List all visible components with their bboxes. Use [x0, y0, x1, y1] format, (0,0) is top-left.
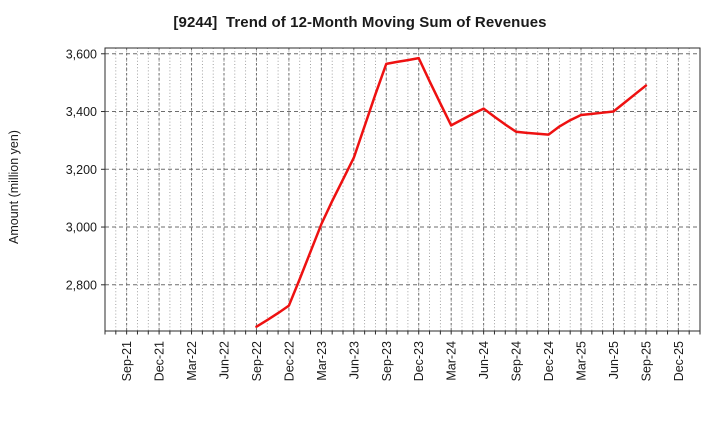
y-tick-labels: 2,800 3,000 3,200 3,400 3,600 — [66, 47, 97, 292]
minor-gridlines — [104, 48, 701, 331]
axis-ticks — [101, 53, 701, 335]
x-tick-label: Sep-24 — [510, 341, 524, 381]
x-tick-label: Mar-25 — [575, 341, 589, 381]
x-tick-label: Mar-24 — [445, 341, 459, 381]
x-tick-label: Dec-21 — [153, 341, 167, 381]
x-tick-label: Jun-25 — [607, 341, 621, 379]
x-tick-label: Jun-24 — [477, 341, 491, 379]
major-y-gridlines — [105, 53, 700, 286]
data-series-line — [255, 56, 648, 328]
x-tick-label: Dec-23 — [412, 341, 426, 381]
y-tick-label: 2,800 — [66, 278, 97, 292]
y-tick-label: 3,600 — [66, 47, 97, 61]
x-tick-label: Mar-22 — [185, 341, 199, 381]
x-tick-label: Dec-25 — [672, 341, 686, 381]
x-tick-label: Jun-23 — [347, 341, 361, 379]
x-tick-label: Sep-21 — [120, 341, 134, 381]
y-tick-label: 3,400 — [66, 105, 97, 119]
y-tick-label: 3,200 — [66, 163, 97, 177]
y-tick-label: 3,000 — [66, 221, 97, 235]
x-tick-label: Sep-25 — [639, 341, 653, 381]
x-tick-label: Jun-22 — [218, 341, 232, 379]
x-tick-labels: Sep-21 Dec-21 Mar-22 Jun-22 Sep-22 Dec-22 Mar-… — [120, 341, 686, 381]
x-tick-label: Dec-24 — [542, 341, 556, 381]
plot-frame — [104, 47, 701, 332]
x-tick-label: Sep-22 — [250, 341, 264, 381]
x-tick-label: Sep-23 — [380, 341, 394, 381]
major-x-gridlines — [126, 48, 679, 331]
chart-title: [9244] Trend of 12-Month Moving Sum of R… — [173, 14, 547, 31]
x-tick-label: Mar-23 — [315, 341, 329, 381]
x-tick-label: Dec-22 — [282, 341, 296, 381]
